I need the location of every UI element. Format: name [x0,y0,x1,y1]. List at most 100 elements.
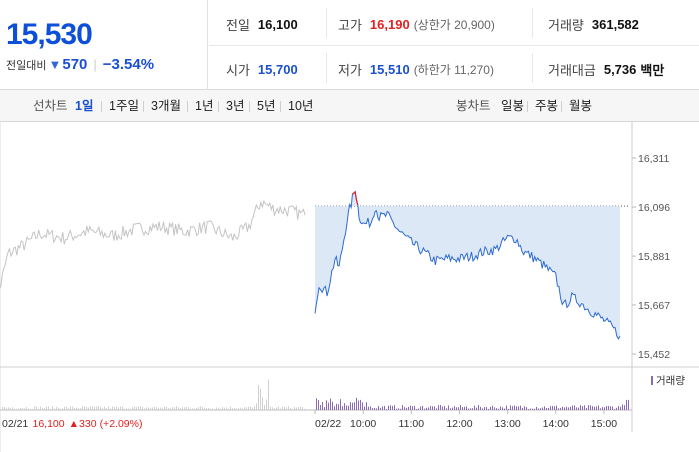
volume-bar [152,407,153,410]
divider [280,101,281,112]
volume-bar [104,406,105,410]
tab-10years[interactable]: 10년 [288,99,314,113]
volume-bar [192,408,193,410]
volume-bar [56,407,57,410]
volume-bar [342,406,343,410]
tab-3months[interactable]: 3개월 [151,99,181,113]
volume-bar [242,408,243,410]
volume-bar [220,408,221,410]
volume-bar [244,407,245,410]
tab-3years[interactable]: 3년 [226,99,245,113]
volume-bar [522,407,523,410]
volume-bar [240,407,241,410]
volume-bar [146,407,147,410]
volume-bar [564,407,565,410]
prev-day-percent: (+2.09%) [100,418,143,430]
prev-day-price-line [0,199,306,290]
high-cell: 고가 16,190 (상한가 20,900) [338,2,495,47]
prev-close-cell: 전일 16,100 [226,2,298,47]
volume-bar [538,408,539,410]
volume-bar [98,406,99,410]
volume-bar [598,405,599,410]
tab-1day[interactable]: 1일 [75,99,94,113]
volume-bar [136,407,137,410]
tab-5years[interactable]: 5년 [257,99,276,113]
volume-bar [144,408,145,410]
volume-bar [288,406,289,410]
volume-bar [518,406,519,410]
tab-daily-candle[interactable]: 일봉 [501,99,525,113]
volume-bar [318,400,319,410]
volume-bar [402,405,403,410]
upper-limit: (상한가 20,900) [413,18,495,32]
volume-bar [574,405,575,410]
volume-bar [556,405,557,410]
volume-bar [74,408,75,410]
volume-bar [222,407,223,410]
down-triangle-icon: ▼ [48,57,62,72]
volume-bar [562,406,563,410]
high-value: 16,190 [369,17,410,32]
volume-bar [448,405,449,410]
volume-bar [226,407,227,410]
volume-bar [468,408,469,410]
volume-bar [290,408,291,410]
volume-bar [358,400,359,410]
volume-bar [110,408,111,410]
volume-bar [444,406,445,410]
volume-bar [434,406,435,410]
volume-bar [120,406,121,410]
volume-bar [616,407,617,410]
volume-bar [510,405,511,410]
volume-bar [128,408,129,410]
prev-day-date: 02/21 [2,418,28,430]
volume-bar [188,407,189,410]
volume-bar [462,407,463,410]
volume-bar [232,408,233,410]
volume-bar [536,406,537,410]
change-separator: | [93,57,97,72]
trade-value-label: 거래대금 [548,63,596,78]
volume-bar [228,408,229,410]
volume-bar [6,407,7,410]
price-chart[interactable]: 16,311 16,096 15,881 15,667 15,452 02/22 10:0… [0,122,699,452]
volume-bar [154,406,155,410]
divider [187,101,188,112]
divider [209,45,699,46]
volume-bar [12,407,13,410]
volume-bar [106,408,107,410]
tab-monthly-candle[interactable]: 월봉 [569,99,593,113]
volume-bar [580,405,581,410]
tab-weekly-candle[interactable]: 주봉 [535,99,559,113]
volume-bar [162,408,163,410]
volume-bar [316,398,317,410]
x-tick-label: 11:00 [399,418,425,430]
today-change-area [315,191,620,339]
volume-bar [442,406,443,410]
volume-bar [392,405,393,410]
low-value: 15,510 [369,62,410,77]
change-percent: −3.54% [102,56,155,73]
volume-bar [488,408,489,410]
volume-bar [238,408,239,410]
tab-1year[interactable]: 1년 [195,99,214,113]
open-label: 시가 [226,63,250,78]
volume-bar [294,406,295,410]
prev-day-footer: 02/21 16,100 ▲330 (+2.09%) [2,418,142,430]
volume-bar [470,408,471,410]
volume-bar [90,406,91,410]
volume-bar [340,399,341,410]
volume-bar [460,405,461,410]
tab-1week[interactable]: 1주일 [109,99,139,113]
volume-bar [478,405,479,410]
volume-bar [30,408,31,410]
volume-bar [452,407,453,410]
volume-bar [552,405,553,410]
volume-bar [572,405,573,410]
volume-bar [550,406,551,410]
volume-bar [590,405,591,410]
chart-period-bar: 선차트 1일 1주일 3개월 1년 3년 5년 10년 봉차트 일봉 주봉 월봉 [0,90,699,122]
volume-bar [278,406,279,410]
volume-bar [364,406,365,410]
volume-bar [182,407,183,410]
